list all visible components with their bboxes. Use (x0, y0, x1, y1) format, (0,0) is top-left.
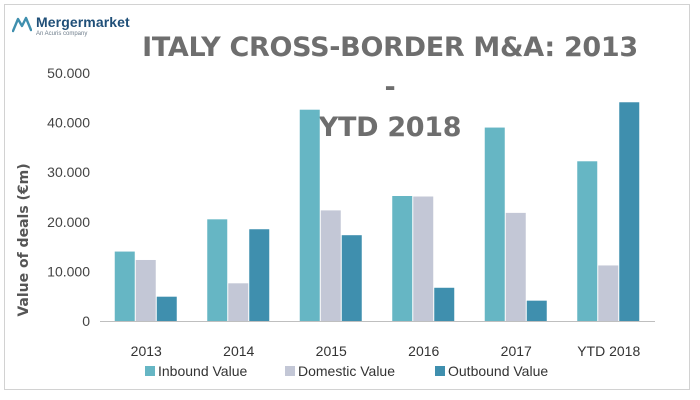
y-tick-label: 20.000 (47, 214, 90, 230)
legend-swatch (145, 366, 155, 376)
chart-title: ITALY CROSS-BORDER M&A: 2013 - YTD 2018 (140, 28, 640, 148)
x-tick-label: 2015 (316, 343, 347, 359)
x-tick-label: YTD 2018 (577, 343, 640, 359)
bar-domestic-value (598, 265, 619, 321)
bar-domestic-value (413, 196, 434, 321)
y-tick-label: 30.000 (47, 164, 90, 180)
bar-domestic-value (320, 210, 341, 321)
brand-logo: Mergermarket An Acuris company (12, 14, 130, 38)
bar-outbound-value (341, 235, 362, 321)
y-tick-label: 40.000 (47, 115, 90, 131)
bar-outbound-value (526, 300, 547, 321)
legend-swatch (435, 366, 445, 376)
bar-outbound-value (434, 287, 455, 321)
bar-outbound-value (249, 229, 270, 321)
y-tick-label: 0 (82, 313, 90, 329)
y-tick-label: 50.000 (47, 65, 90, 81)
bar-inbound-value (392, 196, 413, 321)
bar-domestic-value (505, 212, 526, 321)
x-axis: 2013 2014 2015 2016 2017 YTD 2018 (100, 321, 655, 359)
bar-domestic-value (228, 283, 249, 321)
bar-inbound-value (299, 109, 320, 321)
chart-title-line-1: ITALY CROSS-BORDER M&A: 2013 - (142, 32, 638, 103)
y-tick-label: 10.000 (47, 263, 90, 279)
x-tick-label: 2016 (408, 343, 439, 359)
legend-label: Outbound Value (448, 363, 548, 379)
bar-domestic-value (135, 259, 156, 321)
chart-title-line-2: YTD 2018 (318, 112, 462, 143)
legend-label: Inbound Value (158, 363, 247, 379)
bar-inbound-value (207, 219, 228, 321)
bars (114, 102, 640, 321)
mergermarket-logo-icon (12, 16, 32, 33)
bar-outbound-value (156, 296, 177, 321)
x-tick-label: 2013 (131, 343, 162, 359)
legend: Inbound Value Domestic Value Outbound Valu… (145, 363, 548, 379)
x-tick-label: 2017 (501, 343, 532, 359)
bar-outbound-value (619, 102, 640, 321)
brand-name: Mergermarket (36, 14, 130, 30)
y-axis-label: Value of deals (€m) (16, 163, 32, 316)
bar-inbound-value (114, 251, 135, 321)
brand-tagline: An Acuris company (36, 31, 88, 37)
legend-swatch (285, 366, 295, 376)
legend-label: Domestic Value (298, 363, 395, 379)
bar-inbound-value (484, 127, 505, 321)
chart-frame (4, 4, 690, 390)
y-axis: 0 10.000 20.000 30.000 40.000 50.000 (47, 65, 90, 329)
x-tick-label: 2014 (223, 343, 254, 359)
bar-inbound-value (577, 161, 598, 321)
